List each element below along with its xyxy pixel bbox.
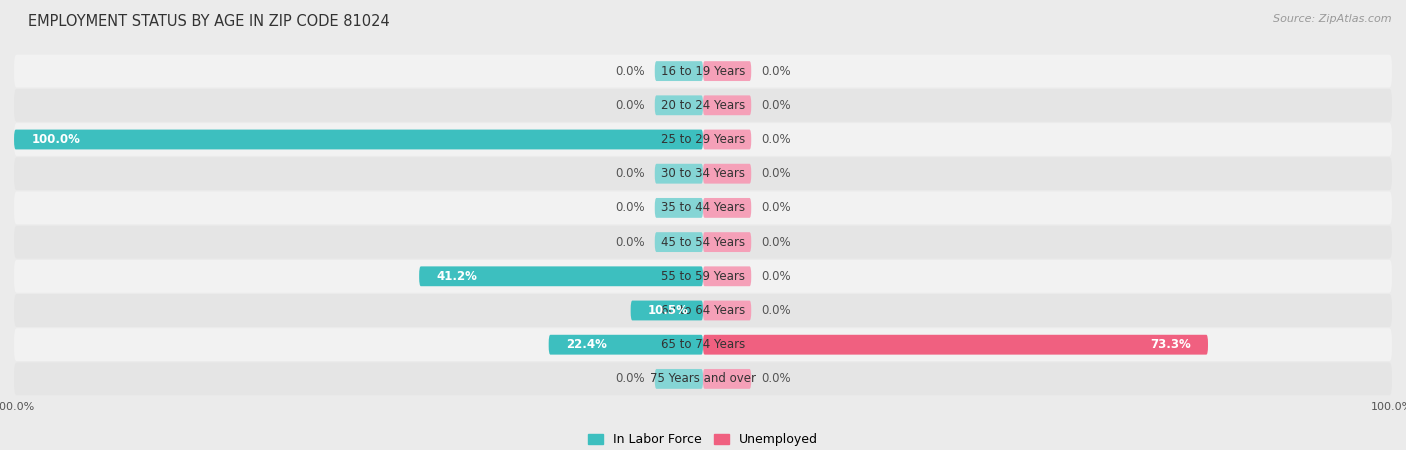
Text: 41.2%: 41.2% bbox=[436, 270, 477, 283]
Text: 0.0%: 0.0% bbox=[762, 167, 792, 180]
FancyBboxPatch shape bbox=[14, 328, 1392, 361]
Text: 20 to 24 Years: 20 to 24 Years bbox=[661, 99, 745, 112]
FancyBboxPatch shape bbox=[14, 260, 1392, 292]
Text: 60 to 64 Years: 60 to 64 Years bbox=[661, 304, 745, 317]
Text: 16 to 19 Years: 16 to 19 Years bbox=[661, 65, 745, 77]
Text: 65 to 74 Years: 65 to 74 Years bbox=[661, 338, 745, 351]
Text: EMPLOYMENT STATUS BY AGE IN ZIP CODE 81024: EMPLOYMENT STATUS BY AGE IN ZIP CODE 810… bbox=[28, 14, 389, 28]
Text: 0.0%: 0.0% bbox=[614, 373, 644, 385]
FancyBboxPatch shape bbox=[703, 266, 751, 286]
FancyBboxPatch shape bbox=[631, 301, 703, 320]
FancyBboxPatch shape bbox=[655, 95, 703, 115]
Text: 0.0%: 0.0% bbox=[614, 99, 644, 112]
FancyBboxPatch shape bbox=[14, 294, 1392, 327]
FancyBboxPatch shape bbox=[548, 335, 703, 355]
FancyBboxPatch shape bbox=[703, 130, 751, 149]
FancyBboxPatch shape bbox=[14, 158, 1392, 190]
Text: 73.3%: 73.3% bbox=[1150, 338, 1191, 351]
FancyBboxPatch shape bbox=[703, 232, 751, 252]
FancyBboxPatch shape bbox=[655, 198, 703, 218]
FancyBboxPatch shape bbox=[14, 123, 1392, 156]
Text: Source: ZipAtlas.com: Source: ZipAtlas.com bbox=[1274, 14, 1392, 23]
Text: 0.0%: 0.0% bbox=[762, 236, 792, 248]
FancyBboxPatch shape bbox=[703, 61, 751, 81]
FancyBboxPatch shape bbox=[655, 61, 703, 81]
Text: 0.0%: 0.0% bbox=[762, 133, 792, 146]
FancyBboxPatch shape bbox=[14, 226, 1392, 258]
Text: 30 to 34 Years: 30 to 34 Years bbox=[661, 167, 745, 180]
FancyBboxPatch shape bbox=[655, 369, 703, 389]
Text: 10.5%: 10.5% bbox=[648, 304, 689, 317]
Legend: In Labor Force, Unemployed: In Labor Force, Unemployed bbox=[583, 428, 823, 450]
FancyBboxPatch shape bbox=[14, 130, 703, 149]
Text: 0.0%: 0.0% bbox=[762, 65, 792, 77]
Text: 0.0%: 0.0% bbox=[614, 236, 644, 248]
Text: 0.0%: 0.0% bbox=[614, 65, 644, 77]
Text: 0.0%: 0.0% bbox=[762, 270, 792, 283]
FancyBboxPatch shape bbox=[703, 198, 751, 218]
Text: 55 to 59 Years: 55 to 59 Years bbox=[661, 270, 745, 283]
FancyBboxPatch shape bbox=[703, 301, 751, 320]
Text: 75 Years and over: 75 Years and over bbox=[650, 373, 756, 385]
FancyBboxPatch shape bbox=[14, 363, 1392, 395]
Text: 25 to 29 Years: 25 to 29 Years bbox=[661, 133, 745, 146]
Text: 0.0%: 0.0% bbox=[614, 167, 644, 180]
FancyBboxPatch shape bbox=[419, 266, 703, 286]
Text: 45 to 54 Years: 45 to 54 Years bbox=[661, 236, 745, 248]
FancyBboxPatch shape bbox=[703, 335, 1208, 355]
FancyBboxPatch shape bbox=[655, 232, 703, 252]
Text: 0.0%: 0.0% bbox=[762, 202, 792, 214]
Text: 100.0%: 100.0% bbox=[31, 133, 80, 146]
FancyBboxPatch shape bbox=[655, 164, 703, 184]
FancyBboxPatch shape bbox=[14, 55, 1392, 87]
FancyBboxPatch shape bbox=[703, 95, 751, 115]
FancyBboxPatch shape bbox=[14, 192, 1392, 224]
Text: 0.0%: 0.0% bbox=[614, 202, 644, 214]
FancyBboxPatch shape bbox=[703, 164, 751, 184]
FancyBboxPatch shape bbox=[14, 89, 1392, 122]
Text: 22.4%: 22.4% bbox=[565, 338, 607, 351]
Text: 35 to 44 Years: 35 to 44 Years bbox=[661, 202, 745, 214]
FancyBboxPatch shape bbox=[703, 369, 751, 389]
Text: 0.0%: 0.0% bbox=[762, 99, 792, 112]
Text: 0.0%: 0.0% bbox=[762, 373, 792, 385]
Text: 0.0%: 0.0% bbox=[762, 304, 792, 317]
